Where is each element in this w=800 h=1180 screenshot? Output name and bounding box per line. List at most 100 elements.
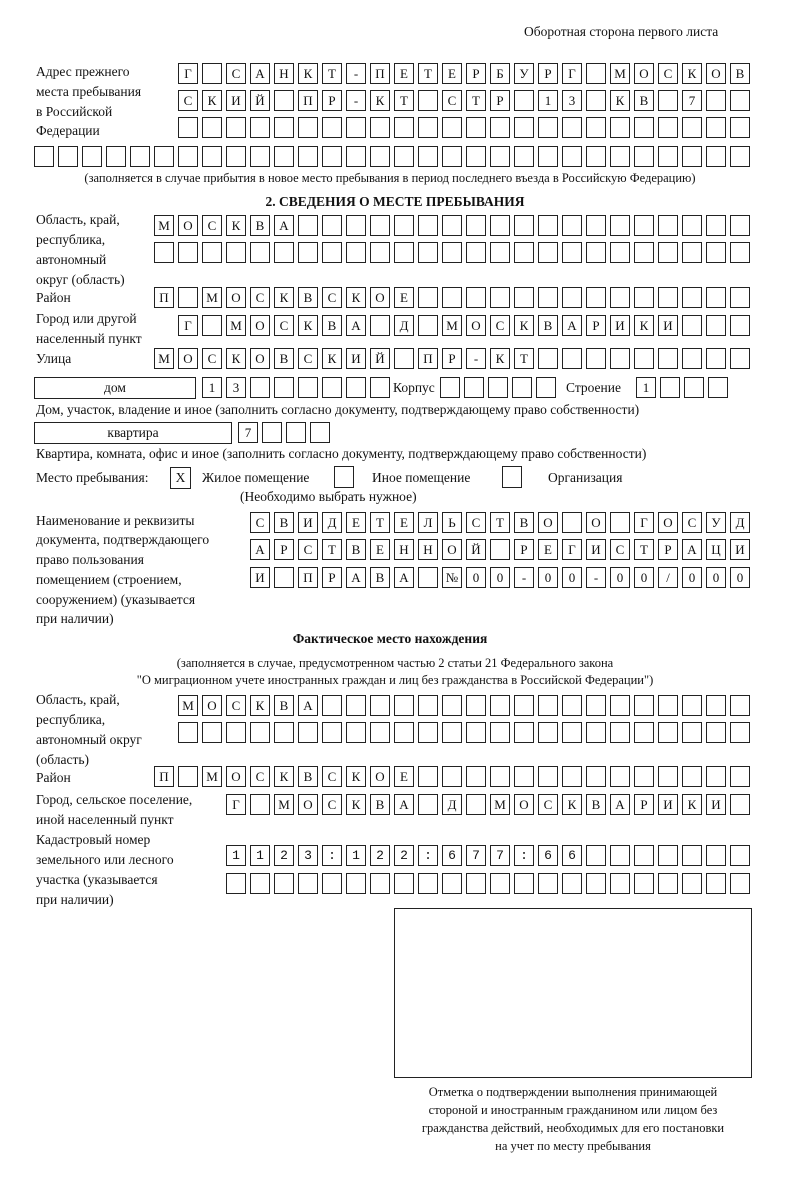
- letter-cell[interactable]: [682, 215, 702, 236]
- letter-cell[interactable]: [658, 90, 678, 111]
- letter-cell[interactable]: [322, 242, 342, 263]
- letter-cell[interactable]: [418, 146, 438, 167]
- letter-cell[interactable]: [586, 873, 606, 894]
- letter-cell[interactable]: [442, 242, 462, 263]
- letter-cell[interactable]: [634, 722, 654, 743]
- letter-cell[interactable]: [346, 242, 366, 263]
- letter-cell[interactable]: [730, 146, 750, 167]
- letter-cell[interactable]: [178, 287, 198, 308]
- letter-cell[interactable]: [658, 215, 678, 236]
- letter-cell[interactable]: С: [322, 766, 342, 787]
- letter-cell[interactable]: В: [370, 567, 390, 588]
- letter-cell[interactable]: [394, 348, 414, 369]
- letter-cell[interactable]: [514, 90, 534, 111]
- letter-cell[interactable]: [370, 215, 390, 236]
- letter-cell[interactable]: [562, 512, 582, 533]
- letter-cell[interactable]: М: [610, 63, 630, 84]
- letter-cell[interactable]: [610, 242, 630, 263]
- letter-cell[interactable]: [682, 845, 702, 866]
- letter-cell[interactable]: Г: [178, 315, 198, 336]
- letter-cell[interactable]: [490, 242, 510, 263]
- letter-cell[interactable]: [322, 873, 342, 894]
- letter-cell[interactable]: [418, 873, 438, 894]
- letter-cell[interactable]: О: [202, 695, 222, 716]
- letter-cell[interactable]: [226, 722, 246, 743]
- letter-cell[interactable]: [514, 287, 534, 308]
- letter-cell[interactable]: П: [370, 63, 390, 84]
- letter-cell[interactable]: В: [538, 315, 558, 336]
- letter-cell[interactable]: Ь: [442, 512, 462, 533]
- letter-cell[interactable]: 7: [682, 90, 702, 111]
- letter-cell[interactable]: [370, 722, 390, 743]
- letter-cell[interactable]: В: [298, 766, 318, 787]
- letter-cell[interactable]: [610, 117, 630, 138]
- letter-cell[interactable]: [490, 722, 510, 743]
- letter-cell[interactable]: Е: [370, 539, 390, 560]
- letter-cell[interactable]: К: [250, 695, 270, 716]
- letter-cell[interactable]: М: [154, 215, 174, 236]
- letter-cell[interactable]: И: [226, 90, 246, 111]
- letter-cell[interactable]: [586, 63, 606, 84]
- letter-cell[interactable]: [682, 348, 702, 369]
- letter-cell[interactable]: [418, 766, 438, 787]
- letter-cell[interactable]: [274, 377, 294, 398]
- letter-cell[interactable]: [706, 90, 726, 111]
- letter-cell[interactable]: Г: [178, 63, 198, 84]
- letter-cell[interactable]: [370, 873, 390, 894]
- letter-cell[interactable]: [562, 695, 582, 716]
- letter-cell[interactable]: [490, 845, 510, 866]
- letter-cell[interactable]: [298, 722, 318, 743]
- letter-cell[interactable]: [682, 695, 702, 716]
- letter-cell[interactable]: [346, 215, 366, 236]
- letter-cell[interactable]: [274, 873, 294, 894]
- letter-cell[interactable]: [202, 722, 222, 743]
- letter-cell[interactable]: [562, 242, 582, 263]
- letter-cell[interactable]: [706, 287, 726, 308]
- letter-cell[interactable]: А: [394, 567, 414, 588]
- letter-cell[interactable]: А: [394, 794, 414, 815]
- letter-cell[interactable]: [226, 845, 246, 866]
- letter-cell[interactable]: В: [346, 539, 366, 560]
- letter-cell[interactable]: [442, 695, 462, 716]
- letter-cell[interactable]: [178, 766, 198, 787]
- letter-cell[interactable]: [466, 766, 486, 787]
- letter-cell[interactable]: [490, 695, 510, 716]
- letter-cell[interactable]: 7: [238, 422, 258, 443]
- letter-cell[interactable]: В: [730, 63, 750, 84]
- letter-cell[interactable]: Н: [274, 63, 294, 84]
- letter-cell[interactable]: [538, 845, 558, 866]
- letter-cell[interactable]: [562, 873, 582, 894]
- letter-cell[interactable]: [466, 695, 486, 716]
- letter-cell[interactable]: Е: [394, 766, 414, 787]
- letter-cell[interactable]: С: [250, 766, 270, 787]
- letter-cell[interactable]: -: [514, 567, 534, 588]
- letter-cell[interactable]: [466, 117, 486, 138]
- letter-cell[interactable]: [706, 215, 726, 236]
- letter-cell[interactable]: Н: [418, 539, 438, 560]
- letter-cell[interactable]: [634, 287, 654, 308]
- letter-cell[interactable]: Р: [634, 794, 654, 815]
- letter-cell[interactable]: [466, 146, 486, 167]
- letter-cell[interactable]: [706, 242, 726, 263]
- cadastre-row-2[interactable]: [226, 873, 750, 894]
- letter-cell[interactable]: 1: [202, 377, 222, 398]
- letter-cell[interactable]: [298, 117, 318, 138]
- letter-cell[interactable]: К: [202, 90, 222, 111]
- letter-cell[interactable]: [658, 766, 678, 787]
- letter-cell[interactable]: В: [274, 512, 294, 533]
- letter-cell[interactable]: Т: [418, 63, 438, 84]
- letter-cell[interactable]: [562, 348, 582, 369]
- letter-cell[interactable]: К: [610, 90, 630, 111]
- letter-cell[interactable]: [730, 873, 750, 894]
- letter-cell[interactable]: -: [346, 90, 366, 111]
- letter-cell[interactable]: С: [682, 512, 702, 533]
- letter-cell[interactable]: [514, 695, 534, 716]
- letter-cell[interactable]: С: [202, 348, 222, 369]
- letter-cell[interactable]: [634, 695, 654, 716]
- letter-cell[interactable]: У: [514, 63, 534, 84]
- letter-cell[interactable]: [514, 722, 534, 743]
- letter-cell[interactable]: [610, 348, 630, 369]
